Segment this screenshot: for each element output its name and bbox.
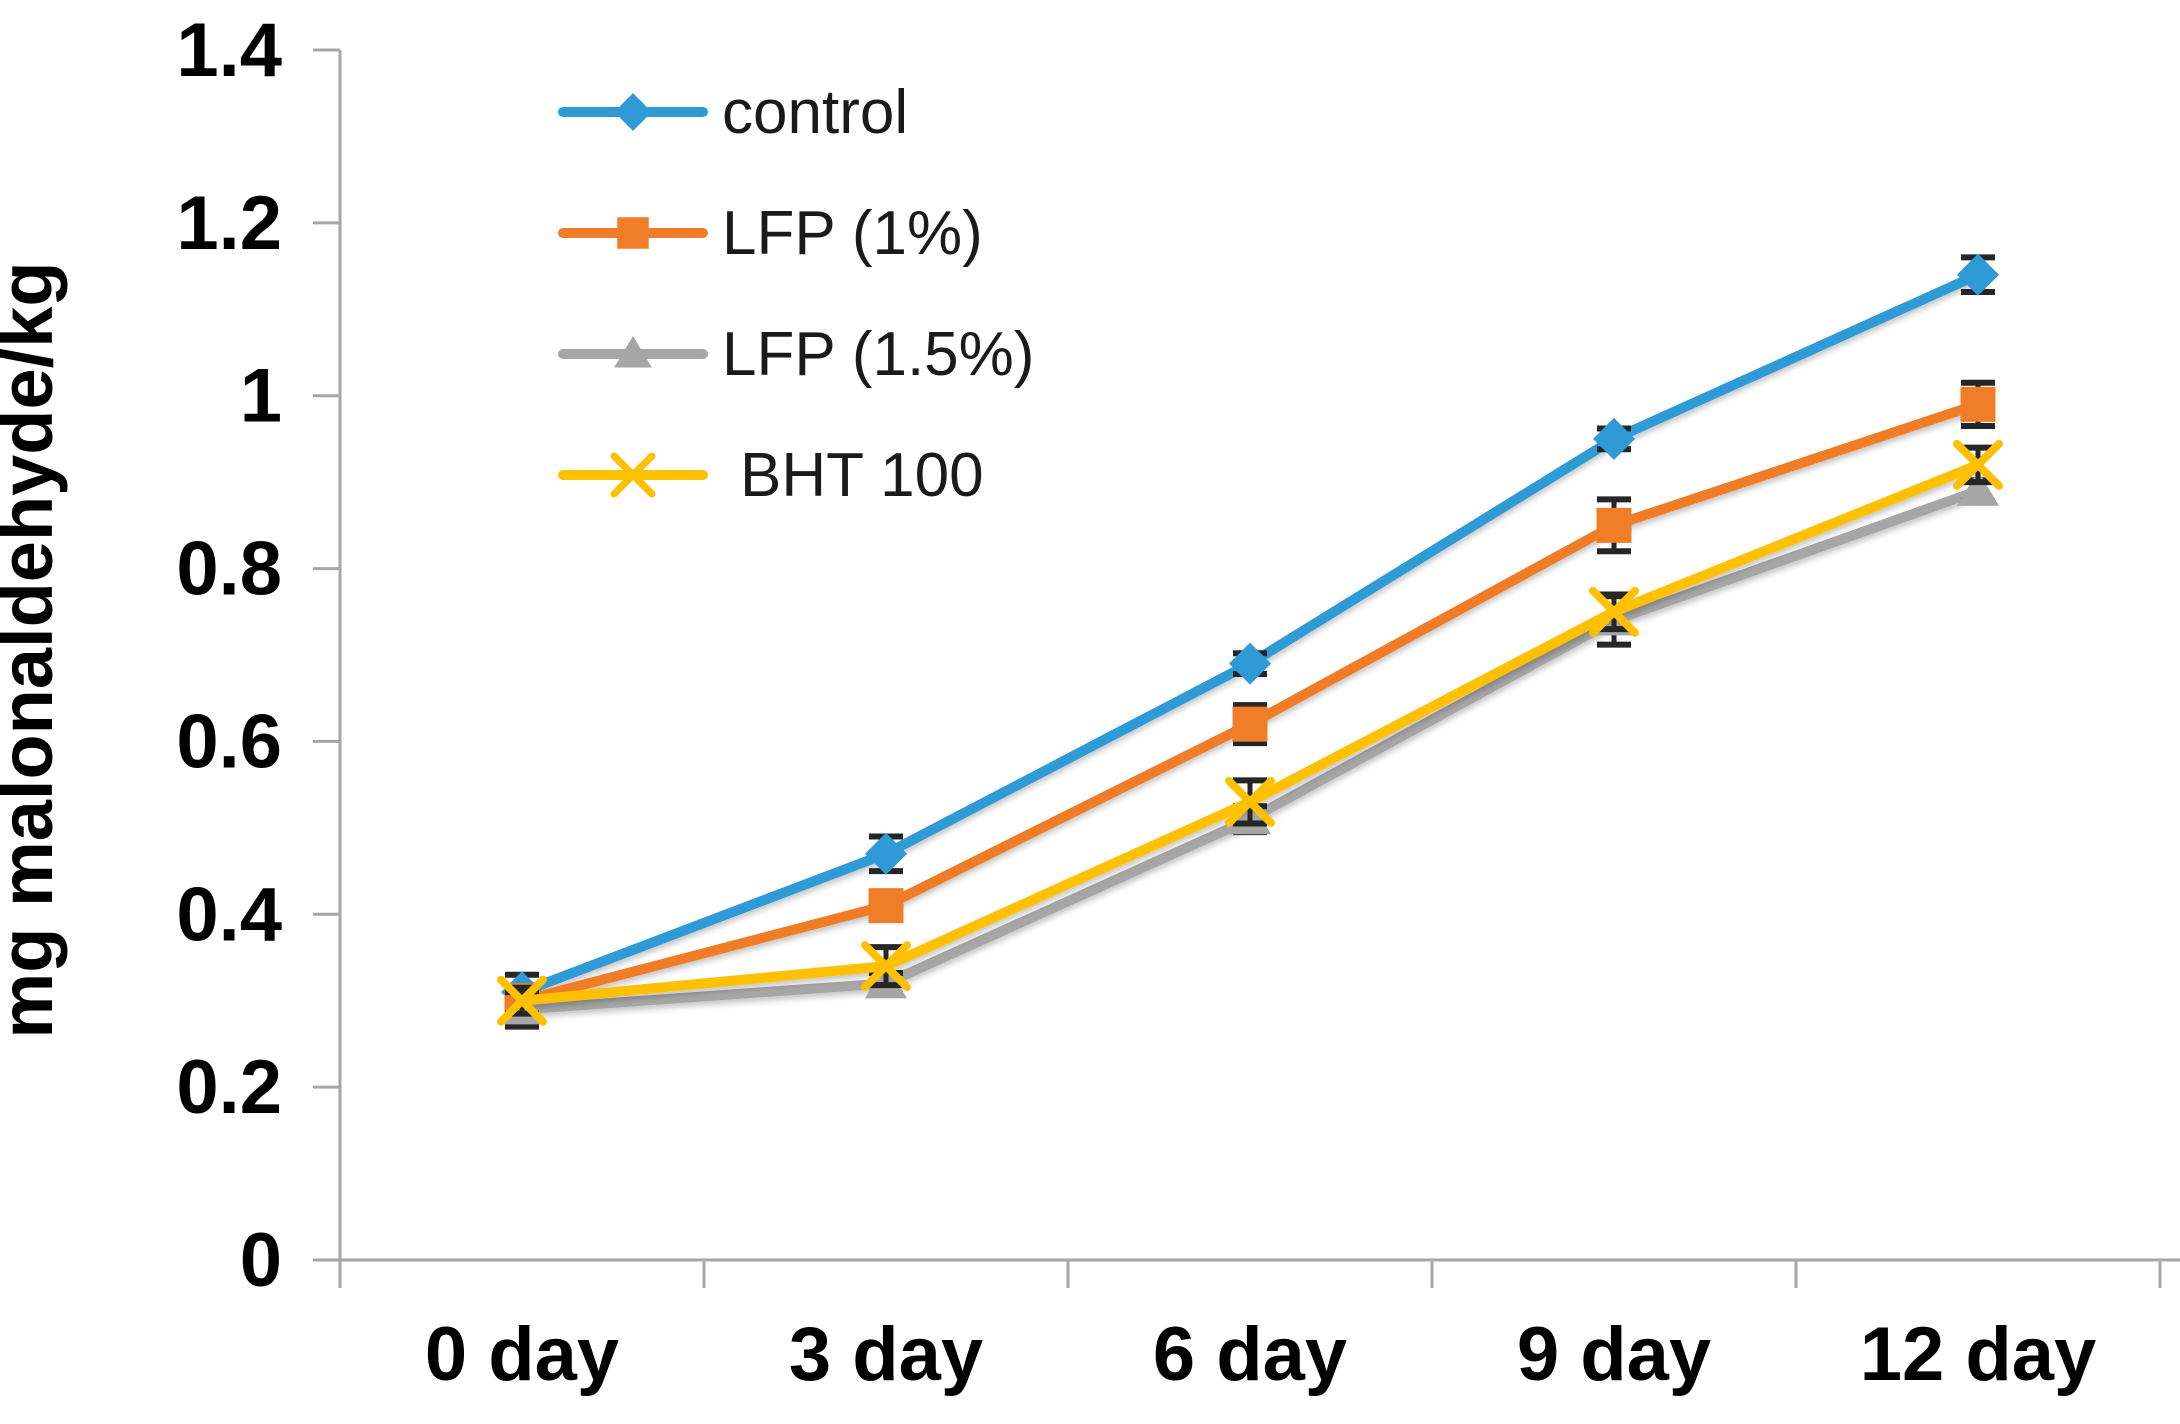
y-tick-label: 0.6 xyxy=(176,699,282,784)
y-tick-label: 0.8 xyxy=(176,527,282,612)
marker-diamond xyxy=(865,832,907,875)
marker-square xyxy=(1232,706,1268,742)
x-axis-label: 3 day xyxy=(789,1312,983,1397)
series-lfp-1- xyxy=(504,379,1996,1019)
series-bht-100 xyxy=(497,439,2003,1026)
marker-diamond xyxy=(1229,642,1271,685)
marker-diamond xyxy=(1957,253,1999,296)
data-series xyxy=(497,253,2003,1030)
marker-x xyxy=(1953,439,2003,490)
series-line xyxy=(517,485,1983,1015)
legend-label: BHT 100 xyxy=(740,441,984,510)
y-tick-label: 0.2 xyxy=(176,1045,282,1130)
x-axis-label: 12 day xyxy=(1860,1312,2097,1397)
y-tick-label: 1.4 xyxy=(176,8,282,93)
axes: 0 0.2 0.4 0.6 0.8 1 1.2 1.4 0 day 3 day 6 day 9 day… xyxy=(176,8,2180,1397)
marker-triangle xyxy=(614,336,652,368)
legend-label: control xyxy=(722,78,908,147)
legend-item-lfp-1-: LFP (1%) xyxy=(558,199,983,268)
marker-x xyxy=(497,975,547,1026)
x-axis-label: 0 day xyxy=(425,1312,619,1397)
y-axis-title: mg malonaldehyde/kg xyxy=(0,261,68,1038)
y-tick-label: 1 xyxy=(240,354,282,439)
marker-square xyxy=(1960,386,1996,422)
marker-square xyxy=(868,888,904,924)
legend-item-lfp-1-5-: LFP (1.5%) xyxy=(558,320,1034,389)
y-tick-label: 0 xyxy=(240,1218,282,1303)
marker-diamond xyxy=(614,93,652,131)
y-tick-label: 1.2 xyxy=(176,181,282,266)
legend-label: LFP (1.5%) xyxy=(722,320,1034,389)
legend-item-control: control xyxy=(558,78,908,147)
marker-x xyxy=(610,452,656,498)
marker-square xyxy=(1596,507,1632,543)
marker-square xyxy=(617,217,649,249)
legend: control LFP (1%) LFP (1.5%) BHT 100 xyxy=(558,78,1034,510)
marker-triangle xyxy=(1957,470,1999,506)
x-axis-label: 6 day xyxy=(1153,1312,1347,1397)
x-axis-label: 9 day xyxy=(1517,1312,1711,1397)
marker-x xyxy=(861,941,911,992)
y-tick-label: 0.4 xyxy=(176,872,282,957)
marker-x xyxy=(1589,586,1639,637)
legend-item-bht-100: BHT 100 xyxy=(558,441,984,510)
marker-x xyxy=(1225,776,1275,827)
legend-label: LFP (1%) xyxy=(722,199,983,268)
marker-diamond xyxy=(1593,417,1635,460)
